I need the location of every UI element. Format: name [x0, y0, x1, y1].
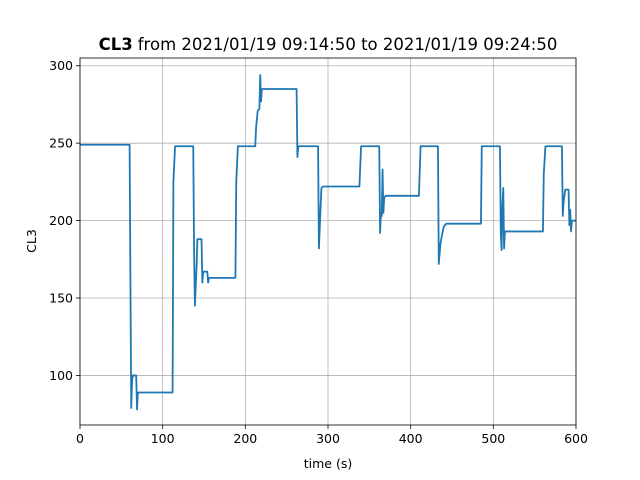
x-tick-label: 300	[316, 431, 340, 446]
x-axis-label: time (s)	[304, 456, 352, 471]
plot-frame	[79, 57, 577, 426]
data-line	[80, 74, 576, 411]
title-bold: CL3	[99, 35, 133, 54]
x-tick-label: 100	[151, 431, 175, 446]
chart-title: CL3 from 2021/01/19 09:14:50 to 2021/01/1…	[99, 35, 558, 54]
x-tick-label: 600	[564, 431, 588, 446]
y-tick-label: 200	[49, 213, 73, 228]
y-axis-label: CL3	[24, 229, 39, 253]
y-tick-label: 300	[49, 58, 73, 73]
y-tick-label: 100	[49, 368, 73, 383]
y-tick-label: 250	[49, 136, 73, 151]
x-tick-label: 200	[233, 431, 257, 446]
x-tick-label: 0	[76, 431, 84, 446]
title-rest: from 2021/01/19 09:14:50 to 2021/01/19 0…	[138, 35, 558, 54]
x-tick-label: 500	[481, 431, 505, 446]
y-tick-label: 150	[49, 291, 73, 306]
x-tick-label: 400	[399, 431, 423, 446]
